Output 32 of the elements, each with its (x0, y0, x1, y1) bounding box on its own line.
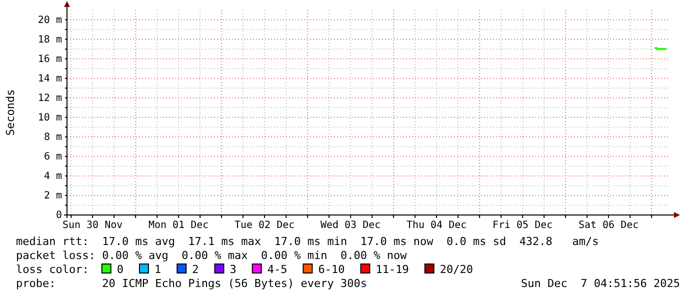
y-tick-label: 18 m (38, 34, 62, 46)
y-tick-label: 10 m (38, 112, 62, 124)
text: packet loss: 0.00 % avg 0.00 % max 0.00 % min 0.00 % now (16, 249, 408, 262)
x-tick-label: Thu 04 Dec (406, 220, 467, 232)
x-tick-label: Tue 02 Dec (234, 220, 295, 232)
legend-title: loss color: (16, 263, 89, 276)
legend-label: 1 (154, 263, 162, 276)
text: median rtt: 17.0 ms avg 17.1 ms max 17.0 ms min 17.0 ms now 0.0 ms sd 432.8 am/s (16, 235, 599, 248)
y-tick-label: 14 m (38, 74, 62, 85)
y-tick-label: 8 m (44, 132, 62, 144)
x-tick-label: Fri 05 Dec (492, 220, 553, 232)
y-tick-label: 6 m (44, 152, 62, 163)
text: Sun Dec 7 04:51:56 2025 (521, 277, 680, 290)
legend-label: 20/20 (440, 263, 473, 276)
y-tick-label: 16 m (38, 54, 62, 66)
x-tick-label: Mon 01 Dec (148, 220, 209, 232)
y-tick-label: 0 (56, 210, 62, 222)
x-tick-label: Sun 30 Nov (62, 220, 123, 232)
legend-label: 6-10 (318, 263, 345, 276)
x-tick-label: Wed 03 Dec (320, 220, 381, 232)
y-tick-label: 4 m (44, 171, 62, 182)
x-tick-label: Sat 06 Dec (578, 220, 639, 232)
y-tick-label: 12 m (38, 93, 62, 104)
legend-label: 3 (230, 263, 236, 276)
y-axis-title: Seconds (4, 89, 17, 136)
y-tick-label: 20 m (38, 14, 62, 26)
text: probe: 20 ICMP Echo Pings (56 Bytes) every 300s (16, 277, 367, 290)
legend-label: 0 (116, 263, 124, 276)
y-tick-label: 2 m (44, 190, 62, 202)
legend-label: 11-19 (376, 263, 409, 276)
legend-label: 4-5 (267, 263, 288, 276)
legend-label: 2 (192, 263, 199, 276)
